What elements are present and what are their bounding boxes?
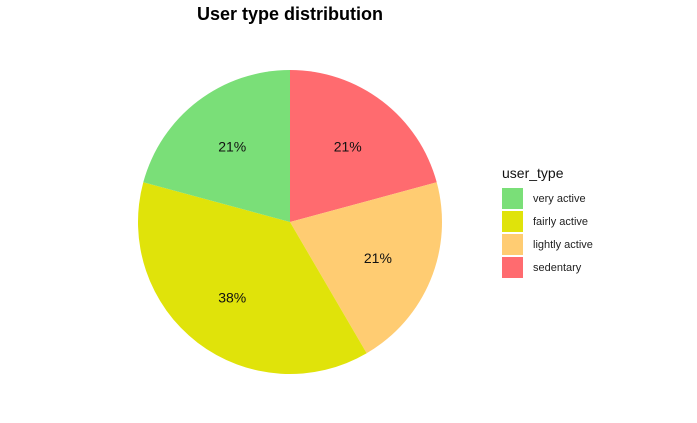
legend-key-sedentary (502, 257, 523, 278)
pie-slice-sedentary (290, 70, 437, 222)
legend-item-fairly-active: fairly active (502, 210, 593, 233)
slice-label-sedentary: 21% (334, 139, 362, 155)
legend-item-lightly-active: lightly active (502, 233, 593, 256)
legend-label-lightly-active: lightly active (533, 238, 593, 251)
legend-key-lightly-active (502, 234, 523, 255)
slice-label-very-active: 21% (218, 139, 246, 155)
legend-label-very-active: very active (533, 192, 586, 205)
legend-key-fairly-active (502, 211, 523, 232)
legend-item-sedentary: sedentary (502, 256, 593, 279)
chart-title: User type distribution (196, 4, 384, 24)
legend-label-fairly-active: fairly active (533, 215, 589, 228)
pie-slice-very-active (143, 70, 290, 222)
legend: user_type very active fairly active lightl… (502, 165, 593, 279)
slice-label-fairly-active: 38% (218, 289, 246, 305)
slice-label-lightly-active: 21% (364, 250, 392, 266)
pie-slice-lightly-active (290, 182, 442, 354)
legend-item-very-active: very active (502, 187, 593, 210)
pie-slice-fairly-active (138, 182, 367, 375)
legend-label-sedentary: sedentary (533, 261, 582, 274)
legend-title: user_type (502, 165, 564, 181)
legend-key-very-active (502, 188, 523, 209)
legend-items: very active fairly active lightly active se… (502, 187, 593, 279)
